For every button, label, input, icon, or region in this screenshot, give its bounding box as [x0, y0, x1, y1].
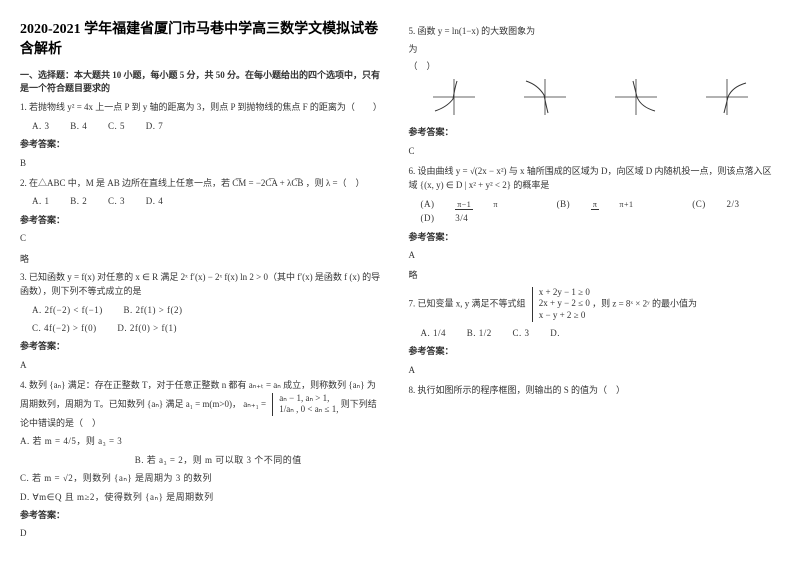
q1-opt-b: B. 4 — [70, 121, 87, 131]
q4-opt-row-ab: A. 若 m= 4/5，则 a₃=3 B. 若 a₃ = 2，则 m 可以取 3… — [20, 453, 385, 467]
q6-ans-label: 参考答案： — [409, 230, 774, 244]
q2-opt-b: B. 2 — [70, 196, 87, 206]
q4-brace: aₙ − 1, aₙ > 1, 1/aₙ , 0 < aₙ ≤ 1, — [272, 393, 338, 416]
q2-note: 略 — [20, 252, 385, 266]
q8-text: 8. 执行如图所示的程序框图，则输出的 S 的值为（ ） — [409, 383, 774, 397]
q7-brace-1: x + 2y − 1 ≥ 0 — [539, 287, 590, 297]
q7-ans-label: 参考答案： — [409, 344, 774, 358]
q6-a-den: π — [491, 200, 500, 209]
q2-options: A. 1 B. 2 C. 3 D. 4 — [20, 194, 385, 208]
q7-brace-2: 2x + y − 2 ≤ 0 — [539, 298, 590, 308]
q7-brace-3: x − y + 2 ≥ 0 — [539, 310, 586, 320]
q3-opt-b: B. 2f(1) > f(2) — [123, 305, 182, 315]
q1-ans: B — [20, 156, 385, 170]
right-column: 5. 函数 y = ln(1−x) 的大致图象为 为 （ ） — [409, 20, 774, 547]
q3-opt-a: A. 2f(−2) < f(−1) — [32, 305, 103, 315]
q1-opt-c: C. 5 — [108, 121, 125, 131]
q7-ans: A — [409, 363, 774, 377]
q5-ans-label: 参考答案： — [409, 125, 774, 139]
q6-b-den: π+1 — [617, 200, 635, 209]
q5-graph-c — [611, 77, 661, 117]
q4-opt-c: C. 若 m = √2，则数列 {aₙ} 是周期为 3 的数列 — [20, 471, 385, 485]
q7-opt-a: A. 1/4 — [421, 328, 447, 338]
q2-ans: C — [20, 231, 385, 245]
q2-text: 2. 在△ABC 中，M 是 AB 边所在直线上任意一点，若 C͞M = −2C… — [20, 176, 385, 190]
q7-opt-c: C. 3 — [513, 328, 530, 338]
q1-opt-d: D. 7 — [146, 121, 164, 131]
q2-opt-d: D. 4 — [146, 196, 164, 206]
q4-opt-a: A. 若 m = 4/5，则 a₃ = 3 — [20, 434, 385, 448]
q7-brace: x + 2y − 1 ≥ 0 2x + y − 2 ≤ 0 x − y + 2 … — [532, 287, 590, 322]
q2-opt-c: C. 3 — [108, 196, 125, 206]
q6-options: (A) π−1 π (B) π π+1 (C) 2/3 (D) 3/4 — [409, 197, 774, 226]
q6-opt-b: (B) π π+1 — [557, 199, 675, 209]
q6-b-num: π — [591, 200, 600, 210]
q3-ans-label: 参考答案： — [20, 339, 385, 353]
q6-text: 6. 设由曲线 y = √(2x − x²) 与 x 轴所围成的区域为 D，向区… — [409, 164, 774, 193]
q6-opt-c: (C) 2/3 — [692, 199, 757, 209]
q1-opt-a: A. 3 — [32, 121, 50, 131]
q7-opt-b: B. 1/2 — [467, 328, 492, 338]
q6-lbl-b: (B) — [557, 199, 571, 209]
q7-text-main: 7. 已知变量 x, y 满足不等式组 — [409, 298, 526, 308]
section-1-head: 一、选择题：本大题共 10 小题，每小题 5 分，共 50 分。在每小题给出的四… — [20, 69, 385, 94]
q5-graphs — [409, 77, 774, 117]
q4-opt-b: B. 若 a₃ = 2，则 m 可以取 3 个不同的值 — [135, 455, 302, 465]
q1-options: A. 3 B. 4 C. 5 D. 7 — [20, 119, 385, 133]
left-column: 2020-2021 学年福建省厦门市马巷中学高三数学文模拟试卷含解析 一、选择题… — [20, 20, 385, 547]
q6-opt-a: (A) π−1 π — [421, 199, 539, 209]
q4-text: 4. 数列 {aₙ} 满足：存在正整数 T，对于任意正整数 n 都有 aₙ₊ₜ … — [20, 378, 385, 430]
q4-opt-d: D. ∀m∈Q 且 m≥2，使得数列 {aₙ} 是周期数列 — [20, 490, 385, 504]
q4-ans-label: 参考答案： — [20, 508, 385, 522]
q5-blank: （ ） — [409, 59, 774, 73]
q7-options: A. 1/4 B. 1/2 C. 3 D. — [409, 326, 774, 340]
q7-opt-d: D. — [550, 328, 560, 338]
q4-ans: D — [20, 526, 385, 540]
q1-text: 1. 若抛物线 y² = 4x 上一点 P 到 y 轴的距离为 3，则点 P 到… — [20, 100, 385, 114]
q5-graph-a — [429, 77, 479, 117]
q3-ans: A — [20, 358, 385, 372]
q6-lbl-a: (A) — [421, 199, 435, 209]
doc-title: 2020-2021 学年福建省厦门市马巷中学高三数学文模拟试卷含解析 — [20, 20, 385, 59]
q5-ans: C — [409, 144, 774, 158]
q5-graph-b — [520, 77, 570, 117]
q3-opt-d: D. 2f(0) > f(1) — [117, 323, 177, 333]
q7-after: ，则 z = 8ˣ × 2ʸ 的最小值为 — [592, 298, 697, 308]
q6-ans: A — [409, 248, 774, 262]
q6-note: 略 — [409, 268, 774, 282]
q6-a-num: π−1 — [455, 200, 473, 210]
q1-ans-label: 参考答案： — [20, 137, 385, 151]
q3-options-row1: A. 2f(−2) < f(−1) B. 2f(1) > f(2) — [20, 303, 385, 317]
q3-options-row2: C. 4f(−2) > f(0) D. 2f(0) > f(1) — [20, 321, 385, 335]
q3-opt-c: C. 4f(−2) > f(0) — [32, 323, 97, 333]
q5-wei: 为 — [409, 42, 774, 56]
q7-text: 7. 已知变量 x, y 满足不等式组 x + 2y − 1 ≥ 0 2x + … — [409, 287, 774, 322]
q6-d-val: 3/4 — [455, 213, 468, 223]
q5-graph-d — [702, 77, 752, 117]
q6-lbl-d: (D) — [421, 213, 435, 223]
page-root: 2020-2021 学年福建省厦门市马巷中学高三数学文模拟试卷含解析 一、选择题… — [20, 20, 773, 547]
q4-brace-2: 1/aₙ , 0 < aₙ ≤ 1, — [279, 404, 338, 414]
q6-c-val: 2/3 — [726, 199, 739, 209]
q2-opt-a: A. 1 — [32, 196, 50, 206]
q4-brace-1: aₙ − 1, aₙ > 1, — [279, 393, 329, 403]
q6-lbl-c: (C) — [692, 199, 706, 209]
q6-opt-d: (D) 3/4 — [421, 213, 487, 223]
q3-text: 3. 已知函数 y = f(x) 对任意的 x ∈ R 满足 2ˣ f′(x) … — [20, 270, 385, 299]
q2-ans-label: 参考答案： — [20, 213, 385, 227]
q5-text: 5. 函数 y = ln(1−x) 的大致图象为 — [409, 24, 774, 38]
